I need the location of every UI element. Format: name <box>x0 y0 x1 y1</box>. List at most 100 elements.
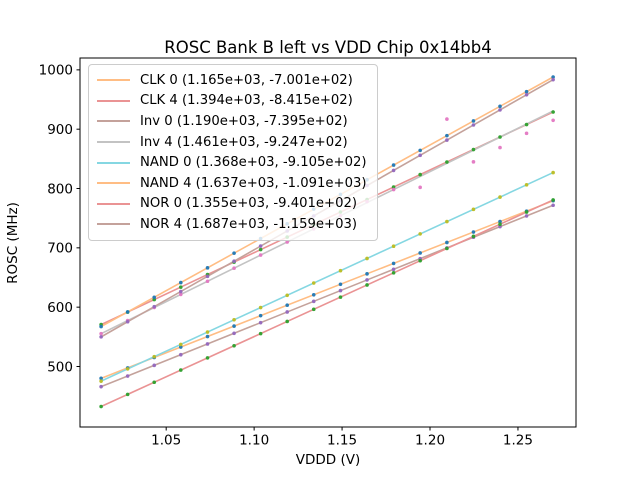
data-point-inv-0 <box>178 352 183 357</box>
data-point-inv-4 <box>178 292 183 297</box>
data-point-nor-0 <box>152 380 157 385</box>
data-point-nor-0 <box>125 392 130 397</box>
y-tick-label: 800 <box>47 181 73 197</box>
data-point-nand-0 <box>232 317 236 322</box>
data-point-nand-0 <box>311 281 316 285</box>
data-point-nand-4 <box>551 75 555 79</box>
legend-line-swatch <box>97 161 130 164</box>
data-point-nand-0 <box>338 268 343 273</box>
data-point-clk-0 <box>391 261 396 266</box>
data-point-nor-4 <box>445 138 449 142</box>
data-point-clk-0 <box>338 282 343 287</box>
y-tick-label: 700 <box>47 241 73 257</box>
data-point-inv-0 <box>125 374 130 378</box>
data-point-nand-0 <box>391 244 396 248</box>
data-point-clk-4 <box>418 172 422 177</box>
data-point-nor-0 <box>99 404 103 409</box>
data-point-clk-4 <box>551 110 555 114</box>
data-point-inv-4 <box>471 160 476 164</box>
data-point-nand-0 <box>178 342 183 347</box>
data-point-nor-0 <box>524 210 529 214</box>
data-point-nand-0 <box>471 207 476 212</box>
data-point-nand-0 <box>285 293 289 298</box>
legend-line-swatch <box>97 182 130 185</box>
x-tick-label: 1.05 <box>151 433 181 449</box>
data-point-nand-0 <box>524 183 529 187</box>
data-point-inv-0 <box>99 384 103 389</box>
data-point-nand-4 <box>418 148 422 153</box>
data-point-nor-0 <box>311 307 316 312</box>
data-point-clk-4 <box>258 247 263 252</box>
data-point-clk-0 <box>285 303 289 308</box>
data-point-inv-4 <box>445 117 449 121</box>
data-point-clk-0 <box>178 345 183 349</box>
data-point-inv-0 <box>311 299 316 304</box>
data-point-nor-0 <box>445 246 449 251</box>
data-point-clk-0 <box>445 240 449 245</box>
data-point-nor-0 <box>498 222 502 227</box>
data-point-nand-4 <box>99 324 103 329</box>
data-point-nand-0 <box>498 195 502 199</box>
data-point-nand-4 <box>445 133 449 138</box>
data-point-inv-0 <box>524 214 529 218</box>
legend-item: CLK 0 (1.165e+03, -7.001e+02) <box>97 70 367 91</box>
data-point-nor-0 <box>258 331 263 336</box>
data-point-nand-4 <box>178 280 183 285</box>
legend-item-label: NAND 4 (1.637e+03, -1.091e+03) <box>140 175 367 191</box>
data-point-clk-0 <box>418 251 422 255</box>
legend-item: Inv 0 (1.190e+03, -7.395e+02) <box>97 111 367 132</box>
data-point-inv-4 <box>205 279 210 284</box>
data-point-clk-4 <box>178 285 183 289</box>
data-point-clk-0 <box>311 292 316 297</box>
data-point-nand-4 <box>471 119 476 123</box>
data-point-inv-0 <box>365 278 369 282</box>
data-point-inv-4 <box>391 187 396 192</box>
chart-title: ROSC Bank B left vs VDD Chip 0x14bb4 <box>164 38 492 57</box>
data-point-nand-0 <box>258 305 263 310</box>
fit-line-nor-0 <box>100 199 554 408</box>
data-point-inv-0 <box>285 310 289 314</box>
y-tick-label: 1000 <box>39 63 73 79</box>
data-point-nor-4 <box>99 335 103 339</box>
data-point-nor-4 <box>551 77 555 82</box>
data-point-nor-0 <box>178 368 183 372</box>
data-point-clk-4 <box>524 122 529 127</box>
x-tick-label: 1.10 <box>239 433 269 449</box>
fit-line-nand-0 <box>100 171 554 382</box>
data-point-inv-0 <box>258 320 263 325</box>
data-point-nand-0 <box>551 170 555 175</box>
legend-item-label: Inv 4 (1.461e+03, -9.247e+02) <box>140 134 348 150</box>
data-point-nor-4 <box>152 304 157 309</box>
data-point-nand-0 <box>418 232 422 236</box>
data-point-clk-4 <box>391 185 396 189</box>
data-point-inv-0 <box>391 267 396 272</box>
legend-line-swatch <box>97 79 130 82</box>
data-point-nor-4 <box>418 153 422 158</box>
x-tick-label: 1.25 <box>503 433 533 449</box>
data-point-nor-4 <box>178 289 183 294</box>
data-point-clk-0 <box>471 230 476 234</box>
data-point-nand-4 <box>205 266 210 270</box>
data-point-nor-0 <box>418 258 422 263</box>
data-point-nand-4 <box>152 295 157 300</box>
fit-line-clk-0 <box>100 199 554 380</box>
legend-item-label: NAND 0 (1.368e+03, -9.105e+02) <box>140 155 367 171</box>
legend-item: CLK 4 (1.394e+03, -8.415e+02) <box>97 91 367 112</box>
data-point-nand-0 <box>99 379 103 383</box>
data-point-nand-0 <box>152 354 157 359</box>
axes-frame <box>79 57 577 428</box>
data-point-nor-4 <box>391 168 396 173</box>
data-point-inv-0 <box>338 288 343 293</box>
data-point-nor-4 <box>205 274 210 279</box>
data-point-nor-4 <box>524 92 529 97</box>
data-point-clk-4 <box>445 160 449 164</box>
data-point-nand-0 <box>445 219 449 224</box>
data-point-nor-0 <box>338 295 343 299</box>
data-point-inv-4 <box>258 253 263 257</box>
legend-item: Inv 4 (1.461e+03, -9.247e+02) <box>97 132 367 153</box>
data-point-nor-4 <box>258 244 263 248</box>
data-point-nand-0 <box>205 330 210 334</box>
data-point-inv-4 <box>232 266 236 270</box>
data-point-clk-0 <box>232 324 236 328</box>
